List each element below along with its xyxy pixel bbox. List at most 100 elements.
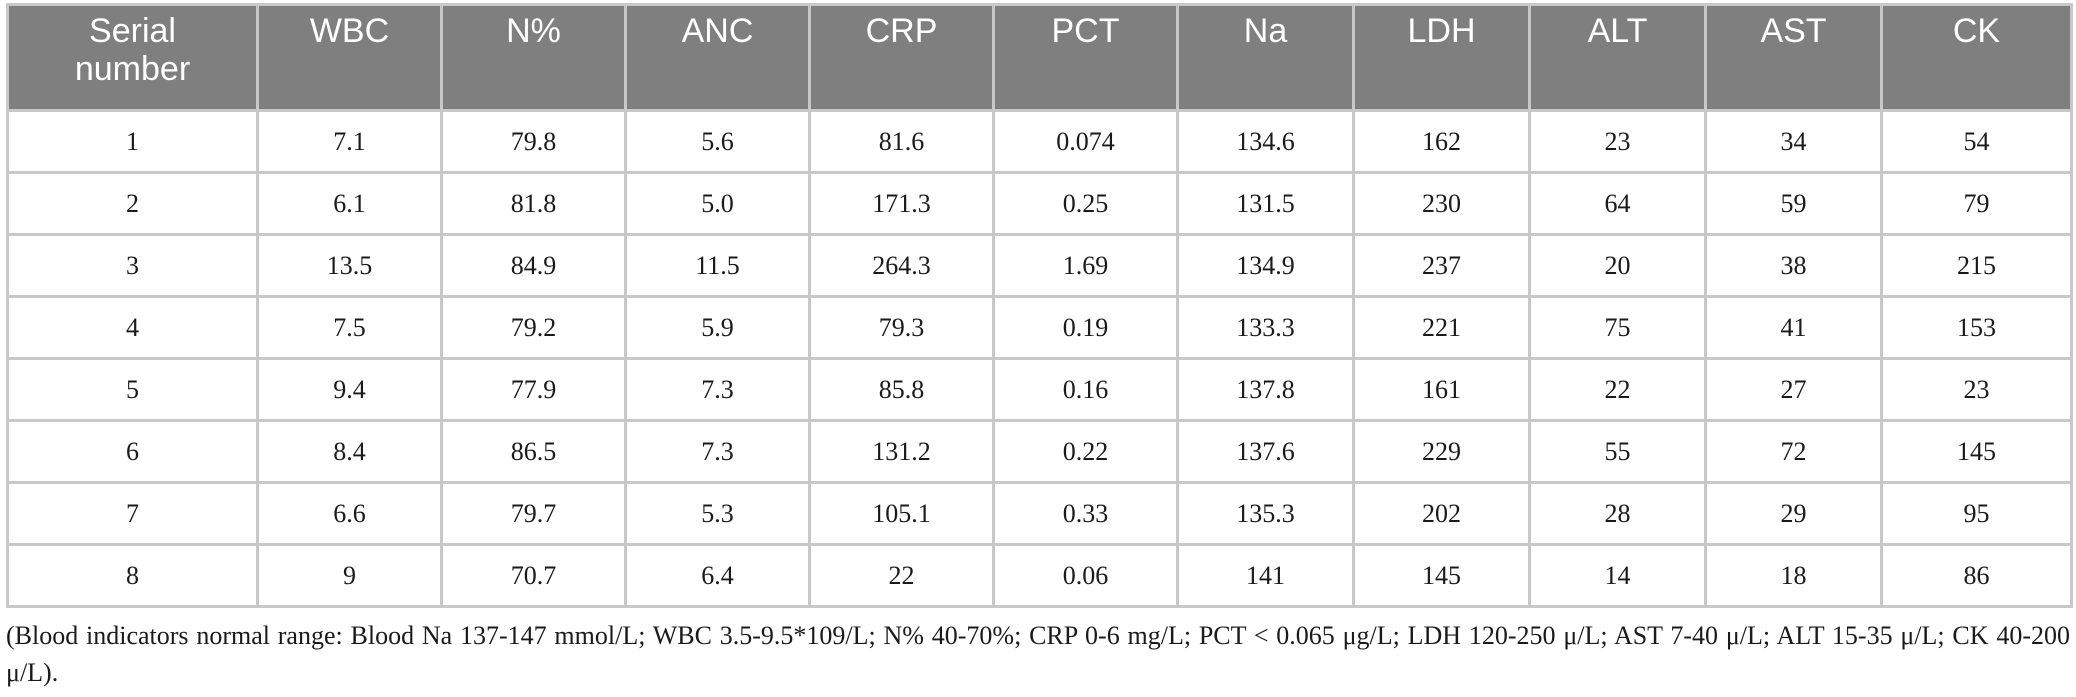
table-cell-ast: 38 xyxy=(1704,233,1883,298)
table-cell-wbc: 7.1 xyxy=(256,109,443,174)
table-cell-ast: 72 xyxy=(1704,419,1883,484)
table-cell-anc: 5.3 xyxy=(624,481,811,546)
table-cell-ldh: 237 xyxy=(1352,233,1531,298)
table-row: 5 9.4 77.9 7.3 85.8 0.16 137.8 161 22 27 23 xyxy=(6,357,2073,422)
table-cell-ldh: 162 xyxy=(1352,109,1531,174)
table-cell-alt: 20 xyxy=(1528,233,1707,298)
table-cell-ast: 18 xyxy=(1704,543,1883,608)
table-cell-crp: 171.3 xyxy=(808,171,995,236)
table-cell-ldh: 145 xyxy=(1352,543,1531,608)
column-header-crp: CRP xyxy=(808,3,995,112)
table-cell-crp: 79.3 xyxy=(808,295,995,360)
table-cell-serial-number: 1 xyxy=(6,109,259,174)
table-cell-serial-number: 2 xyxy=(6,171,259,236)
table-cell-pct: 0.06 xyxy=(992,543,1179,608)
table-cell-ldh: 230 xyxy=(1352,171,1531,236)
table-cell-n-percent: 77.9 xyxy=(440,357,627,422)
table-row: 1 7.1 79.8 5.6 81.6 0.074 134.6 162 23 34 54 xyxy=(6,109,2073,174)
table-cell-anc: 5.6 xyxy=(624,109,811,174)
table-cell-na: 135.3 xyxy=(1176,481,1355,546)
table-cell-ast: 29 xyxy=(1704,481,1883,546)
table-row: 4 7.5 79.2 5.9 79.3 0.19 133.3 221 75 41 153 xyxy=(6,295,2073,360)
column-header-ck: CK xyxy=(1880,3,2073,112)
table-cell-serial-number: 7 xyxy=(6,481,259,546)
column-header-pct: PCT xyxy=(992,3,1179,112)
table-cell-wbc: 6.1 xyxy=(256,171,443,236)
table-cell-crp: 22 xyxy=(808,543,995,608)
table-cell-na: 131.5 xyxy=(1176,171,1355,236)
table-row: 2 6.1 81.8 5.0 171.3 0.25 131.5 230 64 59 79 xyxy=(6,171,2073,236)
table-cell-wbc: 7.5 xyxy=(256,295,443,360)
table-cell-n-percent: 86.5 xyxy=(440,419,627,484)
table-row: 7 6.6 79.7 5.3 105.1 0.33 135.3 202 28 29 95 xyxy=(6,481,2073,546)
table-cell-ck: 215 xyxy=(1880,233,2073,298)
table-cell-anc: 5.9 xyxy=(624,295,811,360)
table-body: 1 7.1 79.8 5.6 81.6 0.074 134.6 162 23 34 54 2 6.1 81… xyxy=(6,109,2073,608)
table-cell-ldh: 202 xyxy=(1352,481,1531,546)
table-cell-anc: 5.0 xyxy=(624,171,811,236)
column-header-wbc: WBC xyxy=(256,3,443,112)
table-cell-wbc: 9.4 xyxy=(256,357,443,422)
table-row: 6 8.4 86.5 7.3 131.2 0.22 137.6 229 55 72 145 xyxy=(6,419,2073,484)
table-cell-na: 134.6 xyxy=(1176,109,1355,174)
table-cell-n-percent: 70.7 xyxy=(440,543,627,608)
table-cell-ck: 86 xyxy=(1880,543,2073,608)
column-header-anc: ANC xyxy=(624,3,811,112)
table-cell-crp: 105.1 xyxy=(808,481,995,546)
column-header-ldh: LDH xyxy=(1352,3,1531,112)
table-cell-alt: 22 xyxy=(1528,357,1707,422)
column-header-n-percent: N% xyxy=(440,3,627,112)
table-cell-crp: 85.8 xyxy=(808,357,995,422)
table-cell-ldh: 221 xyxy=(1352,295,1531,360)
table-cell-pct: 0.074 xyxy=(992,109,1179,174)
table-footnote: (Blood indicators normal range: Blood Na… xyxy=(6,621,2070,687)
table-cell-crp: 264.3 xyxy=(808,233,995,298)
table-cell-ck: 23 xyxy=(1880,357,2073,422)
table-cell-anc: 6.4 xyxy=(624,543,811,608)
table-cell-ast: 34 xyxy=(1704,109,1883,174)
table-cell-na: 137.6 xyxy=(1176,419,1355,484)
table-cell-pct: 0.25 xyxy=(992,171,1179,236)
table-cell-alt: 64 xyxy=(1528,171,1707,236)
table-cell-alt: 28 xyxy=(1528,481,1707,546)
table-cell-crp: 131.2 xyxy=(808,419,995,484)
table-cell-anc: 7.3 xyxy=(624,357,811,422)
table-cell-crp: 81.6 xyxy=(808,109,995,174)
table-cell-ast: 27 xyxy=(1704,357,1883,422)
table-row: 3 13.5 84.9 11.5 264.3 1.69 134.9 237 20 38 215 xyxy=(6,233,2073,298)
table-cell-n-percent: 84.9 xyxy=(440,233,627,298)
table-cell-na: 137.8 xyxy=(1176,357,1355,422)
table-cell-ck: 153 xyxy=(1880,295,2073,360)
table-header: Serial number WBC N% ANC CRP PCT Na LDH ALT AST CK xyxy=(6,3,2073,112)
table-cell-alt: 55 xyxy=(1528,419,1707,484)
column-header-alt: ALT xyxy=(1528,3,1707,112)
table-cell-na: 141 xyxy=(1176,543,1355,608)
table-cell-ldh: 161 xyxy=(1352,357,1531,422)
table-cell-n-percent: 79.8 xyxy=(440,109,627,174)
table-cell-pct: 0.33 xyxy=(992,481,1179,546)
table-cell-pct: 0.22 xyxy=(992,419,1179,484)
table-cell-na: 133.3 xyxy=(1176,295,1355,360)
table-cell-wbc: 13.5 xyxy=(256,233,443,298)
table-row: 8 9 70.7 6.4 22 0.06 141 145 14 18 86 xyxy=(6,543,2073,608)
column-header-ast: AST xyxy=(1704,3,1883,112)
table-cell-serial-number: 5 xyxy=(6,357,259,422)
table-cell-serial-number: 3 xyxy=(6,233,259,298)
table-cell-anc: 11.5 xyxy=(624,233,811,298)
table-cell-pct: 0.16 xyxy=(992,357,1179,422)
table-cell-ck: 145 xyxy=(1880,419,2073,484)
table-cell-ck: 79 xyxy=(1880,171,2073,236)
column-header-na: Na xyxy=(1176,3,1355,112)
table-cell-alt: 14 xyxy=(1528,543,1707,608)
table-cell-serial-number: 6 xyxy=(6,419,259,484)
table-cell-alt: 23 xyxy=(1528,109,1707,174)
table-cell-serial-number: 4 xyxy=(6,295,259,360)
table-cell-wbc: 6.6 xyxy=(256,481,443,546)
table-cell-ck: 95 xyxy=(1880,481,2073,546)
table-cell-ast: 59 xyxy=(1704,171,1883,236)
table-cell-na: 134.9 xyxy=(1176,233,1355,298)
table-cell-n-percent: 81.8 xyxy=(440,171,627,236)
table-cell-wbc: 8.4 xyxy=(256,419,443,484)
table-cell-n-percent: 79.7 xyxy=(440,481,627,546)
table-cell-pct: 0.19 xyxy=(992,295,1179,360)
